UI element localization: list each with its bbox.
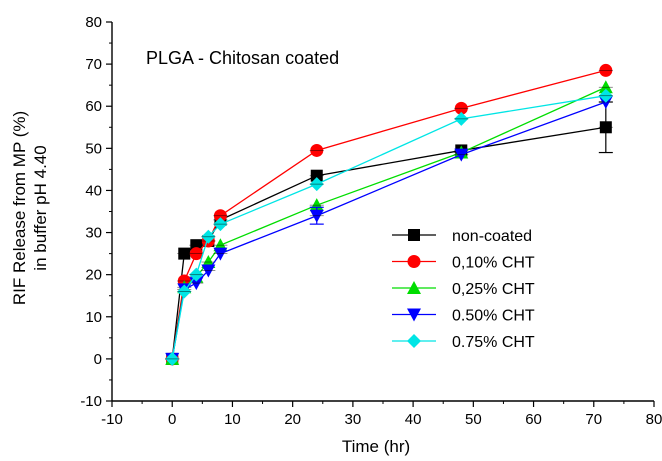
series-3-line [171,101,607,359]
y-tick-label: 80 [85,14,102,31]
x-tick-label: 0 [168,411,176,428]
series-4-line [171,95,606,360]
y-tick-label: -10 [80,393,102,410]
series-2-point [309,198,324,212]
series-2 [165,80,613,365]
y-tick-label: 10 [85,309,102,326]
x-tick-label: 20 [284,411,301,428]
x-tick-label: 10 [224,411,241,428]
plot-layer: -10 0 10 20 30 40 50 60 70 80 -10 0 10 20 30 40 50 60 70 80… [80,14,662,428]
legend-label-0: non-coated [452,228,532,245]
series-3-point [454,148,469,162]
series-2-line [171,86,607,359]
y-tick-label: 20 [85,267,102,284]
legend: non-coated 0,10% CHT 0,25% CHT 0.50% CHT 0.7… [392,228,535,351]
x-tick-label: 60 [525,411,542,428]
series-4 [165,88,613,366]
x-tick-label: 80 [646,411,662,428]
x-axis-title: Time (hr) [342,437,410,456]
series-3-point [201,264,216,278]
series-2-point [598,80,613,94]
y-tick-label: 50 [85,140,102,157]
y-axis-title-line-1: RIF Release from MP (%) [10,111,29,305]
legend-marker-0 [408,229,420,241]
y-tick-label: 60 [85,98,102,115]
series-3-point [309,209,324,223]
legend-label-2: 0,25% CHT [452,281,535,298]
chart-annotation: PLGA - Chitosan coated [146,48,339,68]
x-tick-label: -10 [101,411,123,428]
y-tick-label: 40 [85,182,102,199]
series-0 [165,101,613,365]
series-1-line [171,69,606,359]
legend-marker-3 [407,308,421,322]
series-3-point [213,247,228,261]
x-tick-label: 30 [345,411,362,428]
y-tick-label: 0 [94,351,102,368]
x-tick-label: 70 [585,411,602,428]
legend-marker-2 [407,281,421,294]
legend-marker-4 [407,334,421,348]
legend-label-4: 0.75% CHT [452,334,535,351]
x-tick-label: 50 [465,411,482,428]
x-tick-label: 40 [405,411,422,428]
y-tick-label: 30 [85,225,102,242]
legend-label-1: 0,10% CHT [452,255,535,272]
y-tick-label: 70 [85,56,102,73]
series-0-line [171,126,606,359]
legend-marker-1 [407,255,421,268]
legend-label-3: 0.50% CHT [452,308,535,325]
y-axis-title-line-2: in buffer pH 4.40 [31,145,50,270]
